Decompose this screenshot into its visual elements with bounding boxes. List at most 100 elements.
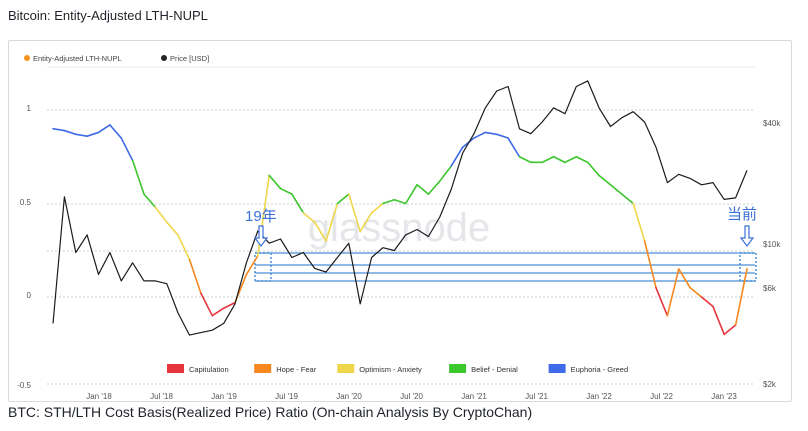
chart-svg: Entity-Adjusted LTH-NUPL Price [USD] 1 0… [17, 54, 781, 401]
x-tick-label: Jul '22 [650, 392, 673, 401]
x-tick-label: Jan '23 [711, 392, 737, 401]
legend-top: Entity-Adjusted LTH-NUPL Price [USD] [24, 54, 209, 63]
nupl-series-segment [621, 193, 635, 205]
nupl-series-segment [97, 124, 111, 134]
zone-legend-swatch [337, 364, 355, 373]
nupl-series-segment [507, 137, 521, 158]
zone-legend-label: Belief - Denial [471, 365, 518, 374]
nupl-series-segment [86, 131, 100, 137]
annotations: 19年 当前 [245, 206, 757, 247]
nupl-series-segment [279, 187, 293, 195]
nupl-series-segment [677, 268, 691, 289]
y-tick-right: $2k [763, 380, 777, 389]
nupl-series-segment [211, 307, 225, 317]
nupl-series-segment [109, 124, 123, 139]
series-layer [52, 80, 748, 336]
nupl-series-segment [666, 268, 680, 317]
nupl-series-segment [268, 174, 282, 190]
nupl-series-segment [74, 133, 88, 137]
price-series-line [52, 80, 748, 336]
nupl-series-segment [700, 296, 714, 308]
nupl-series-segment [313, 221, 327, 242]
zone-legend-label: Capitulation [189, 365, 229, 374]
legend-label-price: Price [USD] [170, 54, 209, 63]
nupl-series-segment [348, 193, 361, 233]
highlight-box-2019 [254, 252, 272, 282]
nupl-series-segment [734, 268, 748, 326]
page-title: Bitcoin: Entity-Adjusted LTH-NUPL [8, 8, 208, 23]
nupl-series-segment [643, 240, 657, 289]
nupl-series-segment [564, 155, 578, 164]
nupl-series-segment [495, 133, 509, 139]
nupl-series-segment [302, 212, 316, 223]
nupl-series-segment [291, 193, 305, 214]
nupl-series-segment [404, 184, 418, 205]
y-tick-right: $10k [763, 240, 781, 249]
nupl-series-segment [382, 198, 396, 205]
x-tick-label: Jul '21 [525, 392, 548, 401]
annotation-current: 当前 [727, 206, 757, 223]
band-lines [254, 252, 757, 282]
nupl-series-segment [427, 180, 441, 195]
nupl-series-segment [165, 221, 179, 237]
x-tick-label: Jan '22 [586, 392, 612, 401]
y-tick-left: 0 [27, 291, 32, 300]
legend-dot-nupl [24, 55, 30, 61]
arrow-down-icon [739, 225, 755, 247]
nupl-series-segment [188, 258, 202, 295]
nupl-series-segment [632, 202, 646, 242]
nupl-series-segment [586, 161, 600, 177]
y-axis-right: $40k $10k $6k $2k [763, 119, 781, 389]
grid [47, 66, 755, 385]
nupl-series-segment [416, 184, 430, 195]
nupl-series-segment [393, 198, 407, 205]
nupl-series-segment [325, 202, 339, 242]
y-tick-right: $6k [763, 284, 777, 293]
x-axis: Jan '18 Jul '18 Jan '19 Jul '19 Jan '20 Jul '… [86, 392, 737, 401]
nupl-series-segment [655, 286, 669, 317]
nupl-series-segment [154, 206, 168, 223]
y-tick-right: $40k [763, 119, 781, 128]
nupl-series-segment [518, 155, 532, 164]
zone-legend-swatch [254, 364, 272, 373]
nupl-series-segment [336, 193, 350, 205]
nupl-series-segment [575, 155, 589, 164]
nupl-series-segment [541, 155, 555, 164]
nupl-series-segment [222, 301, 236, 310]
nupl-series-segment [131, 159, 145, 195]
watermark: glassnode [308, 206, 490, 250]
y-tick-left: 0.5 [20, 198, 32, 207]
x-tick-label: Jul '19 [275, 392, 298, 401]
nupl-series-segment [552, 155, 566, 164]
x-tick-label: Jan '20 [336, 392, 362, 401]
highlight-box-current [739, 252, 757, 282]
nupl-series-segment [723, 324, 737, 336]
annotation-2019: 19年 [245, 208, 277, 225]
zone-legend-swatch [449, 364, 467, 373]
nupl-series-segment [598, 174, 612, 186]
nupl-series-segment [120, 137, 134, 162]
nupl-series-segment [63, 129, 77, 136]
x-tick-label: Jan '19 [211, 392, 237, 401]
footer-caption: BTC: STH/LTH Cost Basis(Realized Price) … [8, 404, 533, 420]
x-tick-label: Jul '20 [400, 392, 423, 401]
nupl-series-segment [473, 131, 487, 139]
nupl-series-segment [450, 146, 464, 167]
arrow-down-icon [253, 225, 269, 247]
nupl-series-segment [484, 131, 498, 136]
nupl-series-segment [143, 193, 157, 209]
y-tick-left: -0.5 [17, 381, 31, 390]
nupl-series-segment [712, 305, 726, 336]
x-tick-label: Jan '18 [86, 392, 112, 401]
x-tick-label: Jan '21 [461, 392, 487, 401]
zone-legend-label: Euphoria - Greed [571, 365, 629, 374]
nupl-series-segment [439, 165, 452, 182]
nupl-series-segment [609, 184, 623, 195]
y-tick-left: 1 [27, 104, 32, 113]
nupl-series-segment [177, 234, 191, 261]
zone-legend-swatch [167, 364, 184, 373]
nupl-series-segment [245, 255, 259, 276]
nupl-series-segment [689, 286, 703, 298]
nupl-series-segment [359, 212, 373, 233]
x-tick-label: Jul '18 [150, 392, 173, 401]
